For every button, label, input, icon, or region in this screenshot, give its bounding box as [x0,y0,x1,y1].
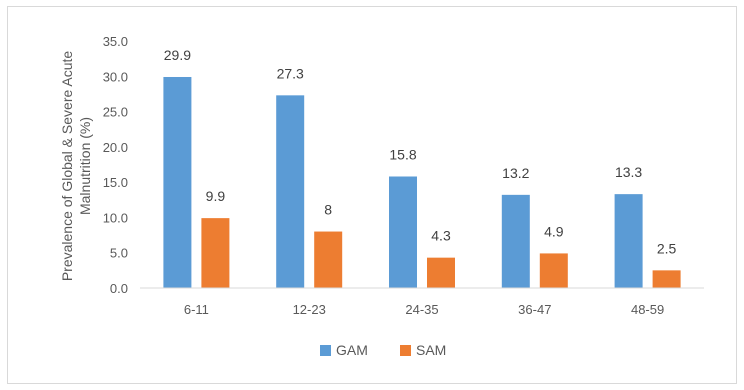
y-tick-label: 30.0 [103,69,128,84]
x-tick-label: 36-47 [518,302,551,317]
legend: GAM SAM [320,342,446,358]
bar-gam-12-23 [276,95,305,288]
data-label-sam-6-11: 9.9 [206,188,226,204]
bar-sam-48-59 [652,270,681,288]
y-tick-label: 10.0 [103,210,128,225]
bar-gam-6-11 [163,76,192,289]
bar-sam-6-11 [201,218,230,288]
data-label-gam-36-47: 13.2 [502,165,529,181]
data-label-sam-48-59: 2.5 [657,240,677,256]
bar-sam-12-23 [314,231,343,288]
bar-gam-36-47 [501,194,530,288]
data-label-gam-24-35: 15.8 [389,146,416,162]
y-axis-title: Prevalence of Global & Severe Acute Maln… [59,51,93,282]
y-axis-ticks: 0.0 5.0 10.0 15.0 20.0 25.0 30.0 35.0 [103,34,128,296]
y-tick-label: 35.0 [103,34,128,49]
legend-label-sam: SAM [416,342,446,358]
x-tick-label: 24-35 [405,302,438,317]
y-tick-label: 5.0 [110,246,128,261]
x-tick-label: 6-11 [184,302,209,317]
bar-gam-24-35 [389,176,417,288]
data-label-sam-24-35: 4.3 [431,228,451,244]
y-axis-title-line-2: Malnutrition (%) [77,117,93,215]
legend-label-gam: GAM [336,342,368,358]
x-tick-label: 12-23 [293,302,326,317]
data-labels: 29.9 9.9 27.3 8 15.8 4.3 13.2 4.9 13.3 2.5 [164,47,677,256]
data-label-gam-6-11: 29.9 [164,47,191,63]
bar-sam-36-47 [539,253,568,288]
y-tick-label: 20.0 [103,140,128,155]
y-axis-title-line-1: Prevalence of Global & Severe Acute [59,51,75,282]
bars [163,76,681,289]
legend-swatch-sam [400,345,411,356]
bar-gam-48-59 [614,194,643,288]
data-label-sam-12-23: 8 [324,202,332,218]
bar-sam-24-35 [427,257,455,288]
legend-swatch-gam [320,345,331,356]
y-tick-label: 0.0 [110,281,128,296]
y-tick-label: 25.0 [103,105,128,120]
x-axis-ticks: 6-11 12-23 24-35 36-47 48-59 [184,302,664,317]
data-label-sam-36-47: 4.9 [544,223,564,239]
y-tick-label: 15.0 [103,175,128,190]
data-label-gam-48-59: 13.3 [615,164,642,180]
x-tick-label: 48-59 [631,302,664,317]
data-label-gam-12-23: 27.3 [277,65,304,81]
